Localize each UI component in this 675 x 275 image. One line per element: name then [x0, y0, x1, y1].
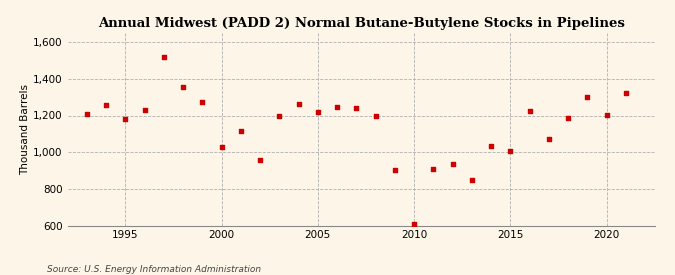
Point — [428, 166, 439, 171]
Point — [101, 102, 111, 107]
Point — [408, 221, 419, 226]
Text: Source: U.S. Energy Information Administration: Source: U.S. Energy Information Administ… — [47, 265, 261, 274]
Title: Annual Midwest (PADD 2) Normal Butane-Butylene Stocks in Pipelines: Annual Midwest (PADD 2) Normal Butane-Bu… — [98, 17, 624, 31]
Point — [524, 109, 535, 113]
Point — [274, 114, 285, 119]
Point — [82, 111, 92, 116]
Point — [351, 106, 362, 110]
Point — [120, 117, 131, 121]
Point — [254, 157, 265, 162]
Point — [486, 144, 497, 148]
Y-axis label: Thousand Barrels: Thousand Barrels — [20, 84, 30, 175]
Point — [563, 116, 574, 120]
Point — [159, 55, 169, 59]
Point — [620, 90, 631, 95]
Point — [236, 129, 246, 133]
Point — [293, 101, 304, 106]
Point — [139, 108, 150, 112]
Point — [216, 144, 227, 149]
Point — [197, 100, 208, 104]
Point — [466, 177, 477, 182]
Point — [601, 112, 612, 117]
Point — [447, 162, 458, 166]
Point — [178, 85, 188, 89]
Point — [313, 110, 323, 114]
Point — [543, 137, 554, 142]
Point — [331, 105, 342, 109]
Point — [370, 114, 381, 119]
Point — [582, 95, 593, 99]
Point — [389, 167, 400, 172]
Point — [505, 149, 516, 153]
